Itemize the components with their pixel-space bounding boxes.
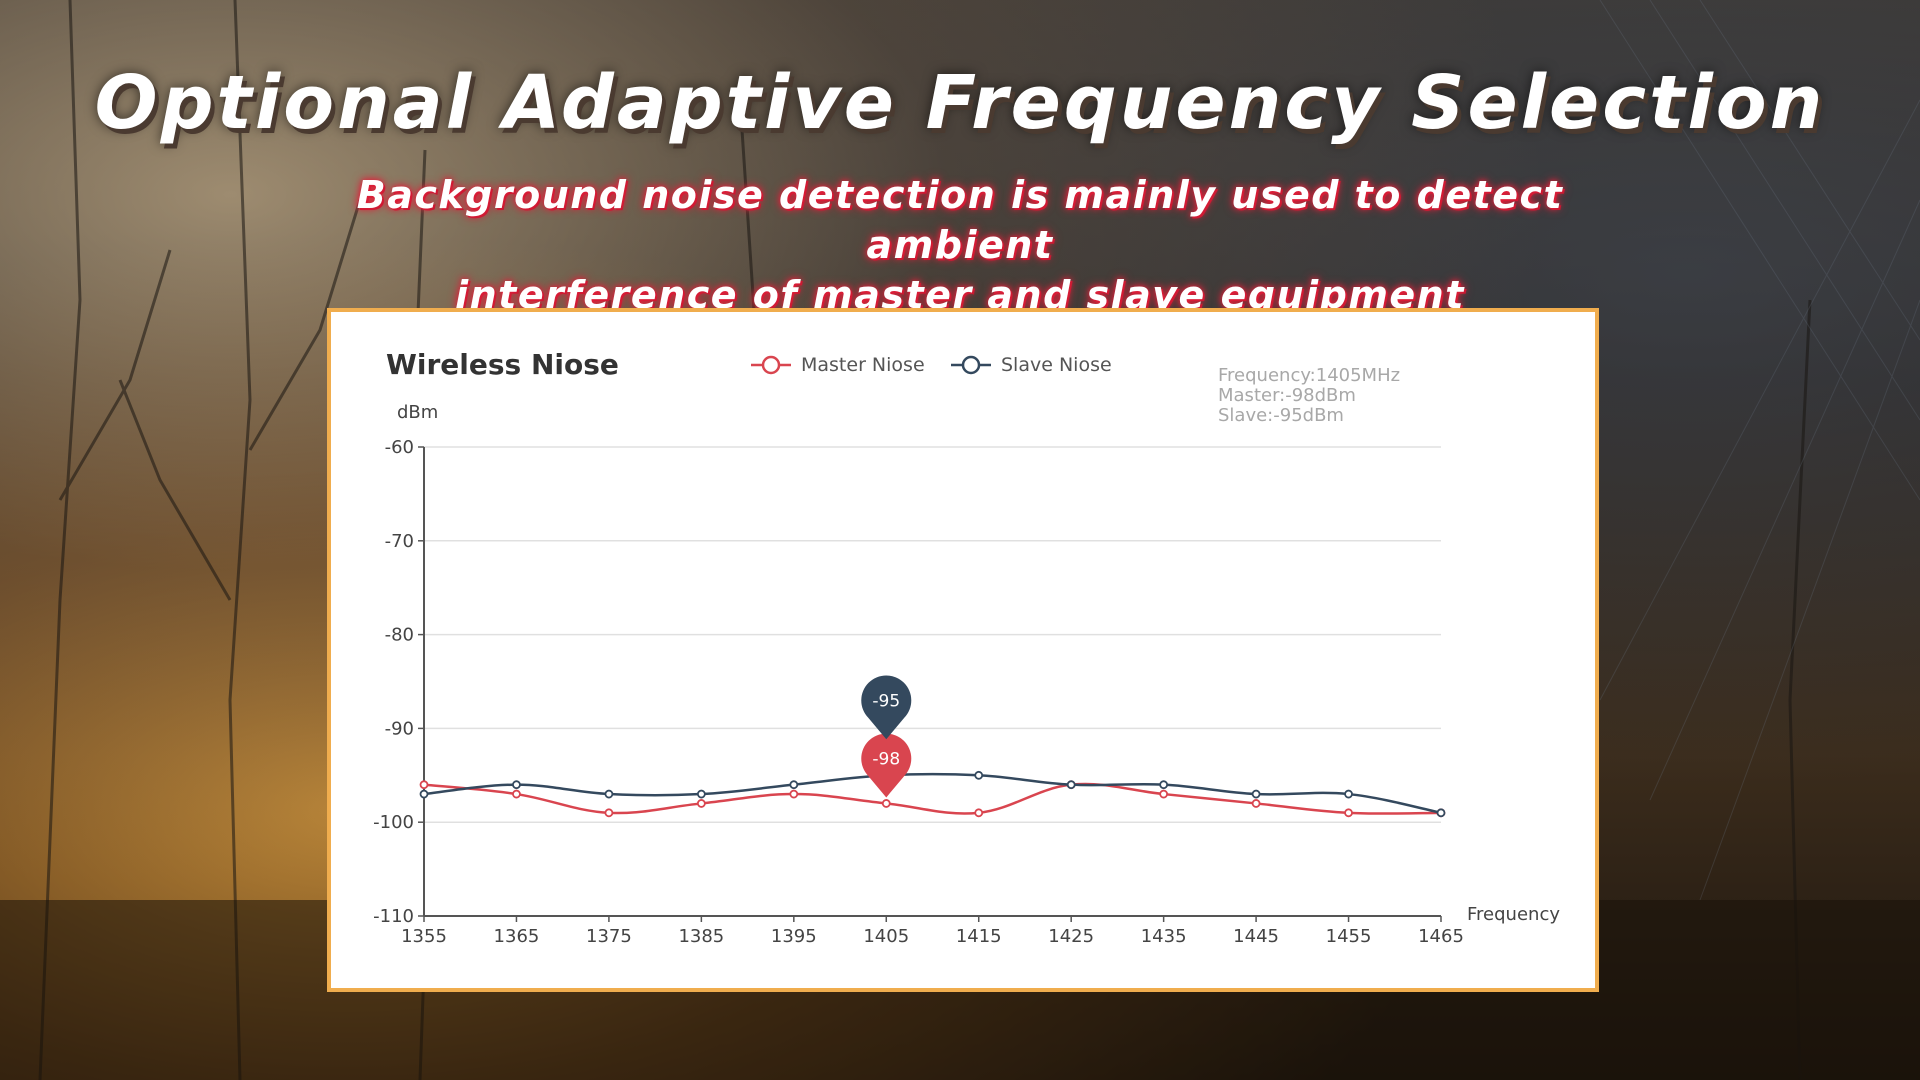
data-point-s1-10 [1251, 799, 1261, 808]
data-point-s2-2 [512, 780, 521, 790]
legend-marker-1 [761, 355, 781, 375]
x-tick-label-4: 1385 [678, 926, 724, 947]
noise-line-chart: Wireless Niose dBm Frequency Master Niose Sl… [373, 348, 1560, 947]
series-line-1 [423, 782, 1442, 815]
legend-label-2: Slave Niose [1001, 354, 1112, 376]
y-tick-label-6: -110 [373, 906, 414, 927]
data-point-s2-5 [789, 780, 799, 790]
x-axis-label: Frequency [1467, 904, 1560, 925]
y-tick-label-5: -100 [373, 812, 414, 833]
x-tick-label-2: 1365 [494, 926, 540, 947]
x-tick-label-8: 1425 [1048, 926, 1094, 947]
y-tick-label-4: -90 [385, 718, 414, 739]
data-point-s2-7 [974, 770, 984, 780]
tooltip-master: Master:-98dBm [1218, 385, 1356, 406]
y-tick-label-1: -60 [385, 437, 414, 458]
series-line-2 [423, 772, 1442, 815]
x-tick-label-9: 1435 [1141, 926, 1187, 947]
data-point-s2-3 [604, 789, 614, 799]
x-tick-label-12: 1465 [1418, 926, 1464, 947]
x-tick-label-1: 1355 [401, 926, 447, 947]
data-point-s1-1 [419, 780, 429, 790]
data-point-s1-7 [974, 808, 984, 818]
tooltip-readout: Frequency:1405MHz Master:-98dBm Slave:-9… [1218, 366, 1400, 426]
chart-panel: Wireless Niose dBm Frequency Master Niose Sl… [327, 308, 1599, 992]
data-point-s1-11 [1344, 808, 1353, 818]
x-tick-label-6: 1405 [863, 926, 909, 947]
y-tick-label-2: -70 [385, 531, 414, 552]
data-point-s1-5 [789, 789, 799, 799]
marker-label-2: -98 [872, 749, 900, 769]
data-point-s1-4 [696, 799, 706, 808]
y-tick-label-3: -80 [385, 625, 414, 646]
data-point-s2-12 [1436, 808, 1446, 818]
subtitle-line-1: Background noise detection is mainly use… [356, 173, 1564, 267]
tooltip-frequency: Frequency:1405MHz [1218, 365, 1401, 386]
data-point-s2-4 [696, 789, 706, 799]
x-tick-label-5: 1395 [771, 926, 817, 947]
chart-title: Wireless Niose [386, 348, 619, 381]
page-title: Optional Adaptive Frequency Selection [94, 60, 1826, 146]
y-axis-label: dBm [397, 402, 438, 423]
legend-marker-2 [961, 355, 981, 375]
x-tick-label-3: 1375 [586, 926, 632, 947]
data-point-s2-9 [1159, 780, 1169, 790]
data-point-s1-3 [604, 808, 614, 818]
data-point-s1-6 [881, 799, 891, 808]
data-point-s2-1 [419, 789, 429, 799]
page-subtitle: Background noise detection is mainly use… [300, 170, 1620, 320]
x-tick-label-7: 1415 [956, 926, 1002, 947]
data-point-s2-11 [1344, 789, 1353, 799]
legend-label-1: Master Niose [801, 354, 925, 376]
x-tick-label-10: 1445 [1233, 926, 1279, 947]
marker-pin-2 [861, 733, 912, 798]
marker-label-1: -95 [872, 691, 900, 711]
data-point-s2-8 [1066, 780, 1076, 790]
data-point-s1-2 [512, 789, 521, 799]
data-point-s1-9 [1159, 789, 1169, 799]
data-point-s2-10 [1251, 789, 1261, 799]
marker-pin-1 [861, 675, 912, 740]
tooltip-slave: Slave:-95dBm [1218, 405, 1344, 426]
x-tick-label-11: 1455 [1326, 926, 1372, 947]
